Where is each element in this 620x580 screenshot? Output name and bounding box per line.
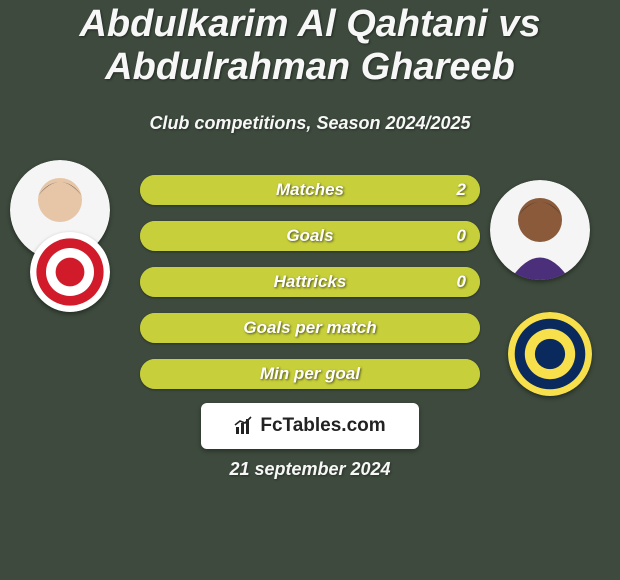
date-label: 21 september 2024 (0, 459, 620, 480)
right-club-crest (508, 312, 592, 396)
stat-value-right: 0 (457, 267, 466, 297)
source-badge: FcTables.com (201, 403, 419, 449)
stat-label: Min per goal (140, 359, 480, 389)
stat-label: Goals per match (140, 313, 480, 343)
page-title: Abdulkarim Al Qahtani vs Abdulrahman Gha… (0, 3, 620, 88)
stat-row: Matches2 (140, 175, 480, 205)
stat-label: Hattricks (140, 267, 480, 297)
stat-row: Goals per match (140, 313, 480, 343)
source-badge-label: FcTables.com (260, 415, 385, 437)
stat-row: Goals0 (140, 221, 480, 251)
stat-row: Min per goal (140, 359, 480, 389)
stat-value-right: 0 (457, 221, 466, 251)
stat-value-right: 2 (457, 175, 466, 205)
stat-label: Goals (140, 221, 480, 251)
right-player-avatar (490, 180, 590, 280)
comparison-infographic: Abdulkarim Al Qahtani vs Abdulrahman Gha… (0, 0, 620, 580)
stat-row: Hattricks0 (140, 267, 480, 297)
stat-label: Matches (140, 175, 480, 205)
left-club-crest (30, 232, 110, 312)
subtitle: Club competitions, Season 2024/2025 (0, 113, 620, 134)
chart-icon (234, 416, 254, 436)
